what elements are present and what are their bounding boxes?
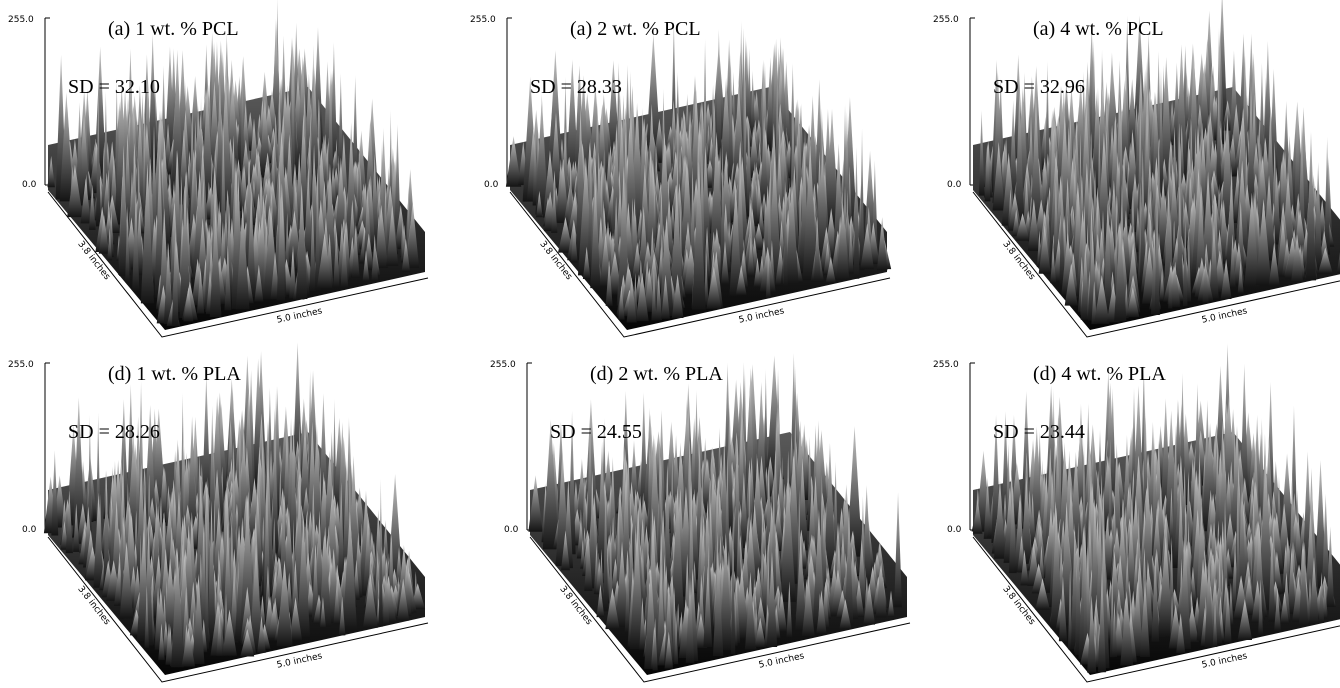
panel-title: (d) 2 wt. % PLA	[590, 363, 723, 385]
sd-label: SD = 32.96	[993, 76, 1085, 98]
sd-label: SD = 23.44	[993, 421, 1085, 443]
panel-title: (d) 1 wt. % PLA	[108, 363, 241, 385]
sd-label: SD = 32.10	[68, 76, 160, 98]
z-min-label: 0.0	[947, 180, 962, 190]
z-min-label: 0.0	[504, 525, 519, 535]
surface-panel: 255.00.03.8 inches5.0 inches(a) 1 wt. % …	[8, 0, 428, 337]
z-max-label: 255.0	[933, 15, 959, 25]
surface-panel: 255.00.03.8 inches5.0 inches(d) 1 wt. % …	[8, 342, 428, 682]
panel-title: (a) 1 wt. % PCL	[108, 18, 239, 40]
z-min-label: 0.0	[484, 180, 499, 190]
z-max-label: 255.0	[8, 15, 34, 25]
z-max-label: 255.0	[490, 360, 516, 370]
sd-label: SD = 28.33	[530, 76, 622, 98]
sd-label: SD = 28.26	[68, 421, 160, 443]
z-max-label: 255.0	[470, 15, 496, 25]
z-min-label: 0.0	[22, 525, 37, 535]
sd-label: SD = 24.55	[550, 421, 642, 443]
z-max-label: 255.0	[8, 360, 34, 370]
width-label: 5.0 inches	[276, 651, 324, 670]
surface-panel: 255.00.03.8 inches5.0 inches(d) 4 wt. % …	[933, 343, 1340, 682]
width-label: 5.0 inches	[758, 651, 806, 670]
width-label: 5.0 inches	[276, 306, 324, 325]
z-min-label: 0.0	[22, 180, 37, 190]
surface-panel: 255.00.03.8 inches5.0 inches(d) 2 wt. % …	[490, 353, 910, 682]
z-min-label: 0.0	[947, 525, 962, 535]
surface-peak	[894, 492, 902, 607]
z-max-label: 255.0	[933, 360, 959, 370]
panel-title: (d) 4 wt. % PLA	[1033, 363, 1166, 385]
panel-title: (a) 2 wt. % PCL	[570, 18, 701, 40]
width-label: 5.0 inches	[738, 306, 786, 325]
surface-panel: 255.00.03.8 inches5.0 inches(a) 4 wt. % …	[933, 0, 1340, 337]
panel-title: (a) 4 wt. % PCL	[1033, 18, 1164, 40]
surface-panel: 255.00.03.8 inches5.0 inches(a) 2 wt. % …	[470, 15, 891, 337]
width-label: 5.0 inches	[1201, 651, 1249, 670]
width-label: 5.0 inches	[1201, 306, 1249, 325]
